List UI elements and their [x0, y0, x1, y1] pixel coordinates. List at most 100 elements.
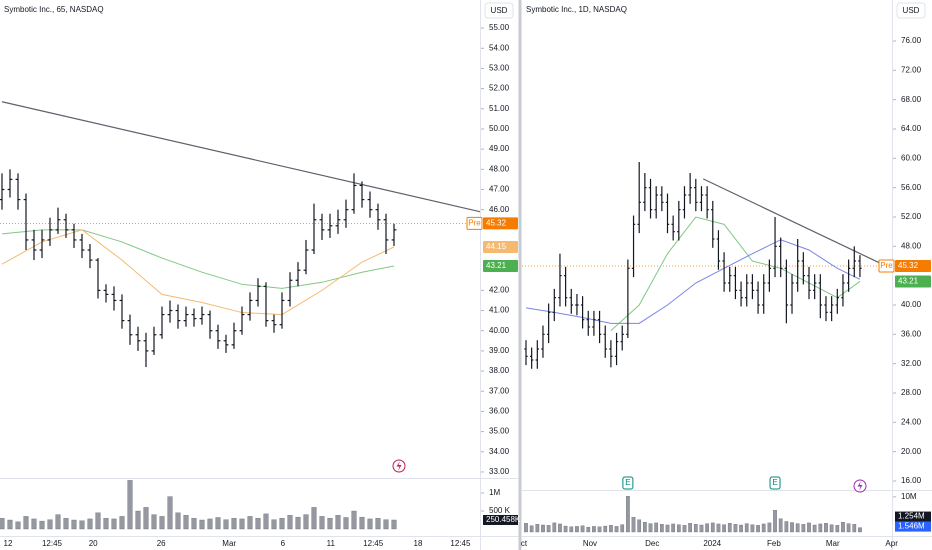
ohlc-bar	[586, 310, 590, 336]
volume-bar	[744, 523, 749, 533]
ohlc-bar	[835, 288, 839, 314]
y-tick-label: 41.00	[489, 306, 510, 315]
ohlc-bar	[541, 325, 545, 358]
currency-button[interactable]: USD	[896, 2, 926, 19]
x-tick-label: ct	[521, 539, 528, 548]
volume-bar	[858, 527, 862, 533]
volume-bar	[255, 518, 261, 530]
volume-tick-label: 1M	[489, 488, 500, 497]
ohlc-bar	[239, 306, 245, 335]
y-tick-label: 51.00	[489, 104, 510, 113]
volume-bar	[592, 526, 596, 533]
x-tick-label: 20	[89, 539, 98, 548]
ohlc-bar	[199, 306, 205, 325]
moving-average	[1, 229, 395, 316]
volume-bar	[263, 513, 269, 530]
y-tick-label: 16.00	[901, 476, 922, 485]
volume-label-box	[895, 511, 931, 522]
ohlc-bar	[135, 326, 141, 351]
volume-bar	[391, 519, 397, 530]
ohlc-bar	[159, 306, 165, 339]
ohlc-bar	[23, 193, 29, 251]
x-tick-label: Dec	[645, 539, 659, 548]
volume-bar	[47, 519, 53, 530]
currency-label: USD	[903, 6, 920, 15]
earnings-event[interactable]: E	[622, 476, 634, 490]
ohlc-bar	[631, 215, 636, 278]
ohlc-bar	[728, 266, 732, 292]
volume-bar	[111, 518, 117, 530]
volume-bar	[648, 523, 653, 533]
ohlc-bar	[7, 169, 13, 198]
ohlc-bar	[359, 181, 365, 208]
volume-bar	[654, 522, 659, 533]
event-badge	[769, 476, 781, 490]
pre-label: Pre	[880, 261, 893, 270]
price-label: 43.21	[898, 277, 919, 286]
alert-bolt	[396, 461, 402, 471]
volume-bar	[7, 519, 13, 530]
plot	[522, 162, 892, 533]
currency-label: USD	[491, 6, 508, 15]
volume-bar	[239, 518, 245, 530]
x-tick-label: 6	[281, 539, 286, 548]
volume-bar	[761, 523, 766, 533]
volume-bar	[846, 523, 851, 533]
volume-bar	[335, 515, 341, 530]
alert-icon[interactable]	[392, 459, 406, 473]
volume-bar	[659, 524, 664, 533]
y-tick-label: 39.00	[489, 346, 510, 355]
volume-bar	[637, 519, 642, 533]
volume-bar	[609, 525, 613, 533]
volume-bar	[215, 517, 221, 530]
volume-bar	[801, 524, 806, 533]
volume-bar	[0, 518, 5, 530]
price-label-box	[483, 240, 518, 253]
ohlc-bar	[247, 292, 253, 321]
x-tick-label: 26	[157, 539, 166, 548]
volume-bar	[563, 525, 568, 533]
alert-icon[interactable]	[853, 479, 867, 493]
price-label-box	[483, 217, 518, 230]
ohlc-bar	[773, 217, 777, 278]
ohlc-bar	[255, 278, 261, 307]
ohlc-bar	[319, 213, 325, 240]
volume-bar	[676, 524, 681, 533]
ohlc-bar	[39, 229, 45, 259]
ohlc-bar	[311, 203, 317, 255]
volume-bar	[699, 524, 704, 533]
y-tick-label: 37.00	[489, 386, 510, 395]
ohlc-bar	[654, 186, 658, 219]
volume-bar	[223, 519, 229, 530]
y-tick-label: 40.00	[901, 300, 922, 309]
ohlc-bar	[15, 173, 21, 210]
volume-bar	[671, 523, 676, 533]
ohlc-bar	[167, 300, 173, 323]
ohlc-bar	[295, 262, 301, 287]
y-tick-label: 33.00	[489, 467, 510, 476]
volume-bar	[580, 525, 585, 533]
volume-bar	[303, 514, 309, 530]
ohlc-bar	[637, 162, 641, 234]
earnings-event[interactable]: E	[769, 476, 781, 490]
ohlc-bar	[279, 292, 285, 329]
ohlc-bar	[231, 322, 237, 349]
y-tick-label: 48.00	[901, 241, 922, 250]
ohlc-bar	[552, 288, 556, 322]
volume-bar	[552, 522, 557, 533]
ohlc-bar	[733, 266, 738, 300]
y-tick-label: 53.00	[489, 64, 510, 73]
volume-bar	[829, 524, 834, 533]
event-label: E	[625, 478, 630, 487]
ohlc-bar	[119, 294, 125, 329]
currency-button[interactable]: USD	[484, 2, 514, 19]
y-tick-label: 42.00	[489, 285, 510, 294]
ohlc-bar	[215, 324, 221, 349]
moving-average	[1, 229, 395, 289]
ohlc-bar	[383, 213, 389, 255]
ohlc-bar	[626, 259, 630, 338]
price-label-box	[483, 259, 518, 272]
volume-bar	[175, 512, 181, 530]
x-tick-label: Mar	[222, 539, 236, 548]
ohlc-bar	[569, 288, 573, 314]
